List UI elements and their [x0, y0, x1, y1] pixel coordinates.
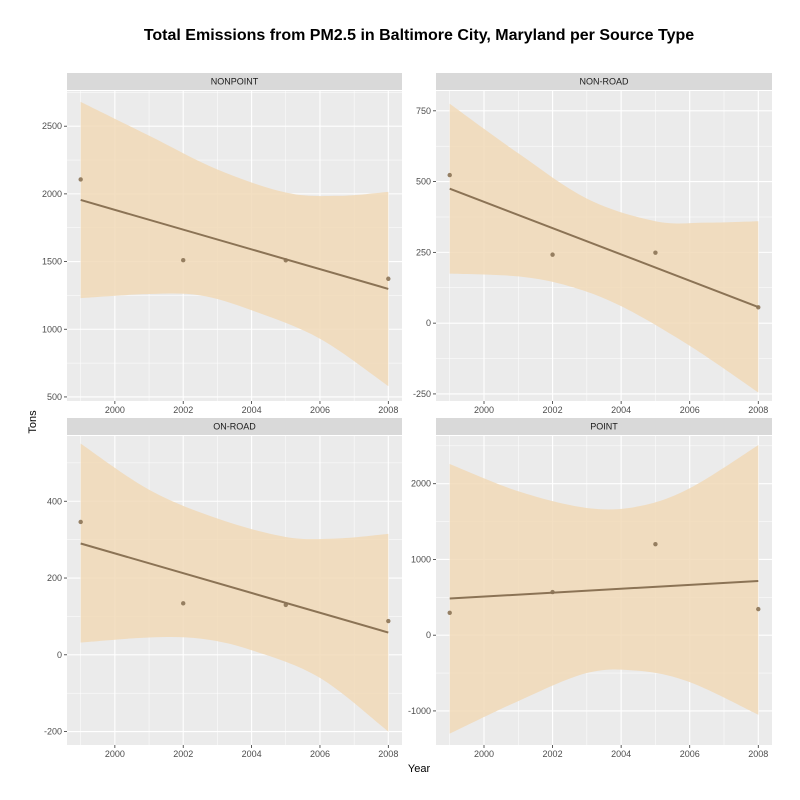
- facet-strip: [67, 418, 402, 435]
- data-point: [653, 250, 658, 255]
- y-tick-label: 1000: [42, 324, 62, 334]
- x-tick-label: 2008: [748, 749, 768, 759]
- y-tick-label: 500: [416, 177, 431, 187]
- facet-strip: [67, 73, 402, 90]
- y-tick-label: 200: [47, 573, 62, 583]
- facet-strip: [436, 73, 772, 90]
- regression-line: [80, 542, 389, 634]
- facet-strip-label: ON-ROAD: [213, 422, 256, 432]
- facet-strip-label: NONPOINT: [211, 77, 259, 87]
- facet-panel-on-road: ON-ROAD 2000 2002 2004 2006 2008 -200 0 200 400: [44, 418, 402, 759]
- y-tick-label: 2000: [42, 189, 62, 199]
- x-tick-label: 2000: [105, 405, 125, 415]
- y-tick-label: 2500: [42, 121, 62, 131]
- x-tick-label: 2002: [543, 749, 563, 759]
- y-tick-label: 1000: [411, 554, 431, 564]
- x-tick-label: 2006: [680, 405, 700, 415]
- y-tick-label: -1000: [408, 706, 431, 716]
- data-point: [283, 602, 288, 608]
- y-tick-label: 0: [57, 650, 62, 660]
- data-point: [386, 276, 391, 281]
- facet-strip: [436, 418, 772, 435]
- y-tick-label: 2000: [411, 479, 431, 489]
- x-tick-label: 2008: [378, 405, 398, 415]
- y-tick-label: 1500: [42, 257, 62, 267]
- data-point: [550, 589, 555, 595]
- y-tick-label: 0: [426, 630, 431, 640]
- x-axis-title: Year: [408, 763, 431, 775]
- data-point: [181, 601, 186, 606]
- data-point: [78, 519, 83, 525]
- data-point: [756, 606, 761, 612]
- x-tick-label: 2006: [310, 749, 330, 759]
- facet-panel-nonpoint: NONPOINT 2000 2002 2004 2006 2008 500 1000 1500 2…: [42, 73, 402, 415]
- x-tick-label: 2002: [543, 405, 563, 415]
- x-tick-label: 2004: [611, 405, 631, 415]
- y-tick-label: 500: [47, 392, 62, 402]
- x-tick-label: 2000: [474, 749, 494, 759]
- y-tick-label: -250: [413, 389, 431, 399]
- facet-panel-non-road: NON-ROAD 2000 2002 2004 2006 2008 -250 0 250 500 7…: [413, 73, 772, 415]
- y-tick-label: 400: [47, 496, 62, 506]
- data-point: [447, 610, 452, 615]
- facet-strip-label: NON-ROAD: [580, 77, 629, 87]
- data-point: [283, 258, 288, 263]
- facet-strip-label: POINT: [590, 422, 618, 432]
- y-tick-label: 0: [426, 318, 431, 328]
- data-point: [447, 172, 452, 178]
- x-tick-label: 2006: [680, 749, 700, 759]
- x-tick-label: 2000: [474, 405, 494, 415]
- x-tick-label: 2002: [173, 749, 193, 759]
- regression-line: [449, 187, 759, 308]
- x-tick-label: 2000: [105, 749, 125, 759]
- y-tick-label: 250: [416, 247, 431, 257]
- facet-panel-point: POINT 2000 2002 2004 2006 2008 -1000 0 1000 2000: [408, 418, 772, 759]
- y-axis-title: Tons: [27, 410, 39, 434]
- x-tick-label: 2002: [173, 405, 193, 415]
- x-tick-label: 2004: [242, 749, 262, 759]
- x-tick-label: 2006: [310, 405, 330, 415]
- regression-line: [449, 579, 759, 600]
- x-tick-label: 2008: [748, 405, 768, 415]
- x-tick-label: 2004: [611, 749, 631, 759]
- regression-line: [80, 199, 389, 290]
- data-point: [653, 541, 658, 547]
- data-point: [78, 177, 83, 182]
- y-tick-label: 750: [416, 106, 431, 116]
- data-point: [181, 258, 186, 263]
- data-point: [386, 618, 391, 624]
- y-tick-label: -200: [44, 727, 62, 737]
- data-point: [550, 252, 555, 257]
- x-tick-label: 2004: [242, 405, 262, 415]
- data-point: [756, 305, 761, 310]
- chart-title: Total Emissions from PM2.5 in Baltimore …: [144, 27, 694, 44]
- x-tick-label: 2008: [378, 749, 398, 759]
